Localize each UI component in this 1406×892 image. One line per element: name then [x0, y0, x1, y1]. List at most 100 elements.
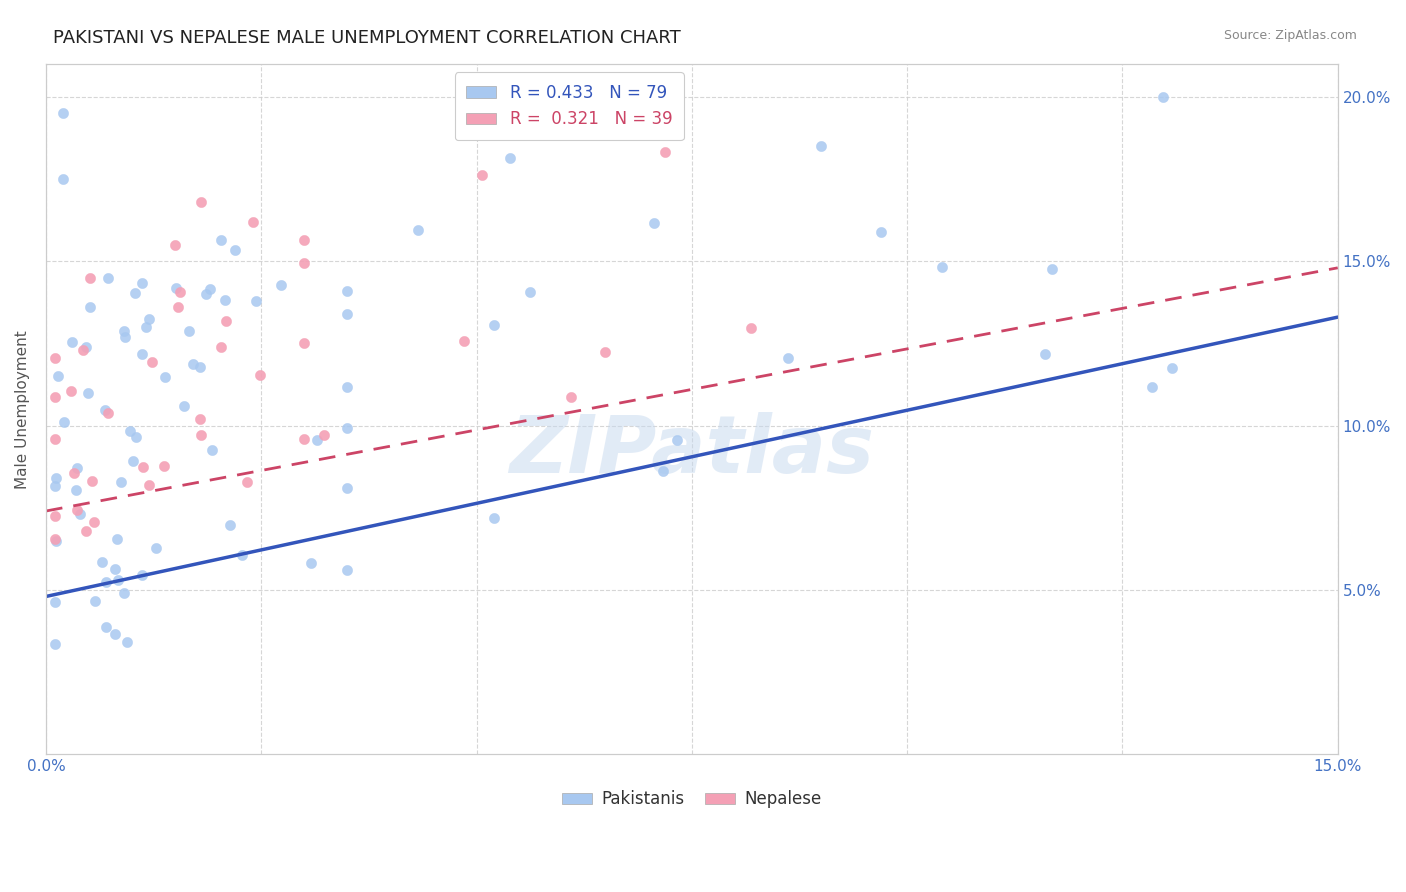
Y-axis label: Male Unemployment: Male Unemployment	[15, 330, 30, 489]
Point	[141, 354, 163, 368]
Point	[75, 340, 97, 354]
Point	[132, 460, 155, 475]
Point	[336, 421, 359, 435]
Point	[471, 168, 494, 182]
Point	[44, 432, 66, 446]
Point	[48, 368, 70, 383]
Point	[336, 563, 359, 577]
Point	[231, 548, 253, 562]
Point	[198, 282, 221, 296]
Point	[45, 471, 67, 485]
Point	[60, 335, 83, 350]
Point	[336, 285, 359, 299]
Point	[776, 351, 799, 365]
Point	[209, 340, 232, 354]
Point	[219, 517, 242, 532]
Point	[107, 573, 129, 587]
Point	[152, 458, 174, 473]
Point	[312, 427, 335, 442]
Point	[1040, 262, 1063, 277]
Point	[91, 555, 114, 569]
Point	[76, 386, 98, 401]
Point	[201, 442, 224, 457]
Point	[69, 507, 91, 521]
Point	[190, 412, 212, 426]
Point	[125, 430, 148, 444]
Point	[292, 336, 315, 351]
Point	[75, 524, 97, 539]
Point	[245, 293, 267, 308]
Point	[44, 595, 66, 609]
Point	[138, 312, 160, 326]
Point	[654, 145, 676, 160]
Point	[482, 318, 505, 333]
Point	[292, 256, 315, 270]
Legend: Pakistanis, Nepalese: Pakistanis, Nepalese	[555, 783, 828, 815]
Point	[209, 233, 232, 247]
Point	[810, 139, 832, 153]
Point	[114, 329, 136, 343]
Point	[94, 402, 117, 417]
Point	[112, 324, 135, 338]
Point	[499, 151, 522, 165]
Point	[83, 594, 105, 608]
Point	[79, 301, 101, 315]
Point	[165, 238, 187, 252]
Point	[153, 369, 176, 384]
Point	[44, 351, 66, 365]
Point	[190, 195, 212, 210]
Point	[44, 637, 66, 651]
Text: PAKISTANI VS NEPALESE MALE UNEMPLOYMENT CORRELATION CHART: PAKISTANI VS NEPALESE MALE UNEMPLOYMENT …	[53, 29, 681, 46]
Point	[117, 634, 139, 648]
Point	[188, 359, 211, 374]
Point	[131, 568, 153, 582]
Point	[165, 281, 187, 295]
Point	[44, 508, 66, 523]
Point	[94, 620, 117, 634]
Point	[53, 415, 76, 429]
Point	[72, 343, 94, 358]
Point	[181, 357, 204, 371]
Point	[118, 424, 141, 438]
Point	[336, 380, 359, 394]
Point	[167, 300, 190, 314]
Point	[60, 384, 83, 398]
Point	[292, 233, 315, 247]
Point	[66, 461, 89, 475]
Point	[63, 466, 86, 480]
Point	[406, 223, 429, 237]
Point	[870, 225, 893, 239]
Point	[652, 464, 675, 478]
Point	[305, 433, 328, 447]
Point	[124, 285, 146, 300]
Point	[131, 276, 153, 290]
Point	[236, 475, 259, 489]
Point	[135, 319, 157, 334]
Point	[131, 347, 153, 361]
Point	[1033, 347, 1056, 361]
Point	[138, 477, 160, 491]
Point	[52, 106, 75, 120]
Point	[65, 502, 87, 516]
Text: ZIPatlas: ZIPatlas	[509, 411, 875, 490]
Point	[97, 271, 120, 285]
Point	[105, 532, 128, 546]
Point	[145, 541, 167, 555]
Point	[299, 556, 322, 570]
Point	[110, 475, 132, 490]
Point	[740, 320, 762, 334]
Point	[52, 172, 75, 186]
Point	[643, 216, 665, 230]
Point	[94, 575, 117, 590]
Point	[45, 534, 67, 549]
Point	[1161, 361, 1184, 376]
Point	[336, 481, 359, 495]
Point	[104, 562, 127, 576]
Point	[336, 307, 359, 321]
Text: Source: ZipAtlas.com: Source: ZipAtlas.com	[1223, 29, 1357, 42]
Point	[83, 515, 105, 529]
Point	[484, 511, 506, 525]
Point	[194, 287, 217, 301]
Point	[80, 475, 103, 489]
Point	[666, 433, 689, 447]
